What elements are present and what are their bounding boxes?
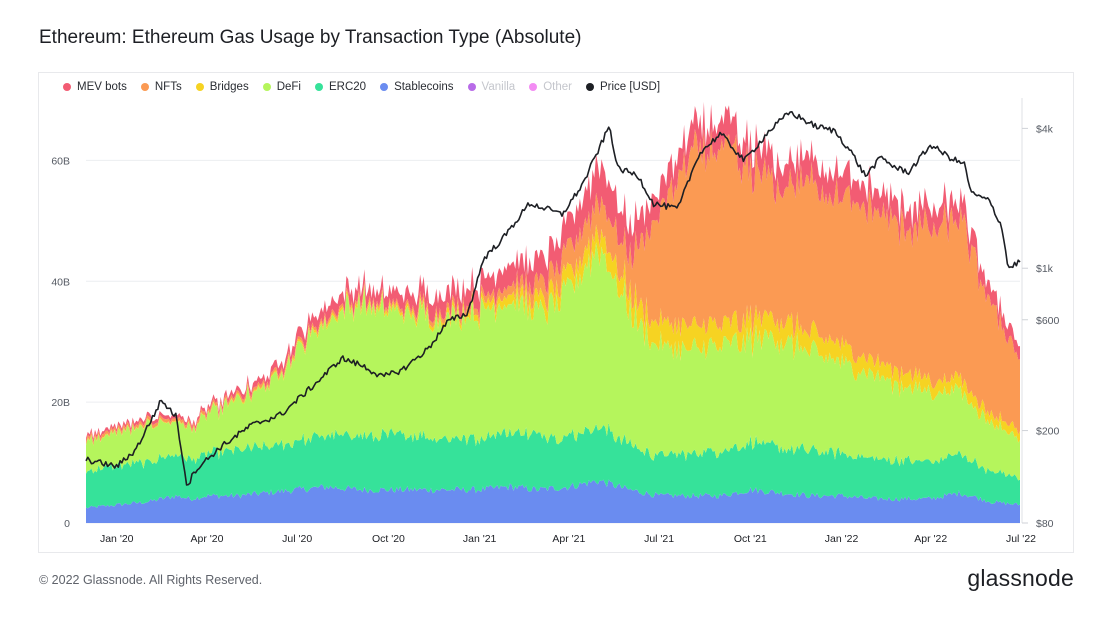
x-tick: Apr '21: [552, 533, 585, 545]
legend-label: Other: [543, 81, 572, 93]
area-series-erc20: [86, 422, 1020, 509]
legend-label: Vanilla: [481, 81, 516, 93]
legend-dot-icon: [529, 83, 538, 91]
x-tick: Jul '22: [1006, 533, 1036, 545]
legend-dot-icon: [195, 83, 204, 91]
legend-dot-icon: [467, 83, 476, 91]
area-series-defi: [86, 242, 1020, 481]
y-left-tick: 40B: [51, 276, 70, 288]
x-tick: Oct '21: [734, 533, 767, 545]
legend-item-price-usd[interactable]: Price [USD]: [585, 81, 661, 93]
legend-item-erc20[interactable]: ERC20: [314, 81, 367, 93]
y-right-tick: $80: [1036, 518, 1054, 530]
legend-dot-icon: [314, 83, 323, 91]
copyright-footer: © 2022 Glassnode. All Rights Reserved.: [39, 573, 263, 587]
chart-title: Ethereum: Ethereum Gas Usage by Transact…: [39, 27, 582, 48]
legend-label: Bridges: [209, 81, 249, 93]
x-tick: Oct '20: [372, 533, 405, 545]
x-tick: Jan '21: [463, 533, 497, 545]
legend-item-stablecoins[interactable]: Stablecoins: [380, 81, 454, 93]
price-line: [85, 111, 1021, 486]
legend-item-bridges[interactable]: Bridges: [195, 81, 249, 93]
y-right-tick: $200: [1036, 426, 1060, 438]
legend-label: DeFi: [276, 81, 301, 93]
legend-dot-icon: [262, 83, 271, 91]
x-tick: Jul '20: [282, 533, 312, 545]
legend-dot-icon: [380, 83, 389, 91]
legend-label: Stablecoins: [394, 81, 454, 93]
x-tick: Apr '20: [190, 533, 223, 545]
legend-item-defi[interactable]: DeFi: [262, 81, 301, 93]
legend-label: MEV bots: [77, 81, 127, 93]
legend-item-vanilla[interactable]: Vanilla: [467, 81, 516, 93]
area-series-nfts: [86, 128, 1020, 446]
x-tick: Jul '21: [644, 533, 674, 545]
legend-label: NFTs: [154, 81, 182, 93]
y-right-tick: $4k: [1036, 123, 1054, 135]
x-tick: Jan '22: [825, 533, 859, 545]
glassnode-logo[interactable]: glassnode: [967, 565, 1074, 591]
y-right-tick: $600: [1036, 315, 1060, 327]
legend-item-other[interactable]: Other: [529, 81, 572, 93]
legend-dot-icon: [140, 83, 149, 91]
y-right-tick: $1k: [1036, 263, 1054, 275]
legend-label: Price [USD]: [599, 81, 661, 93]
legend-item-nfts[interactable]: NFTs: [140, 81, 182, 93]
x-tick: Apr '22: [914, 533, 947, 545]
area-series-stablecoins: [86, 479, 1020, 523]
x-tick: Jan '20: [100, 533, 134, 545]
legend-dot-icon: [585, 83, 594, 91]
legend-label: ERC20: [328, 81, 367, 93]
chart-legend: MEV bots NFTs Bridges DeFi ERC20 Stablecoins V…: [63, 81, 674, 93]
y-left-tick: 0: [64, 518, 70, 530]
legend-item-mev-bots[interactable]: MEV bots: [63, 81, 127, 93]
legend-dot-icon: [63, 83, 71, 91]
y-left-tick: 60B: [51, 155, 70, 167]
y-left-tick: 20B: [51, 397, 70, 409]
